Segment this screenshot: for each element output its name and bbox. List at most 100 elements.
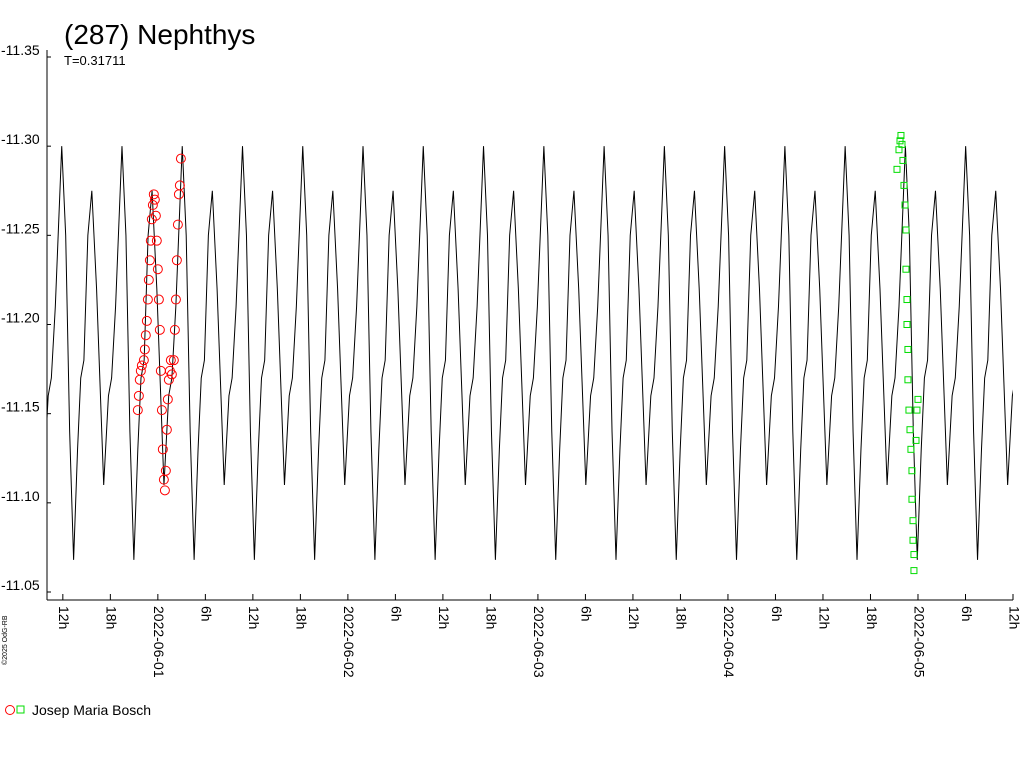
observation-point [898,140,906,148]
observation-point [170,294,181,305]
model-curve [47,146,1013,560]
observation-point [893,165,901,173]
observation-point [903,296,911,304]
observation-point [901,201,909,209]
observation-point [913,406,921,414]
legend-label: Josep Maria Bosch [32,702,151,718]
observation-point [157,444,168,455]
y-tick-label: -11.25 [1,220,40,236]
x-tick-label: 12h [1006,606,1022,629]
y-tick-label: -11.15 [1,399,40,415]
x-tick-label: 6h [199,606,215,622]
observation-point [169,324,180,335]
observation-point [896,137,904,145]
observation-point [141,315,152,326]
legend-marker-square [16,705,25,714]
observation-point [140,330,151,341]
observation-point [173,189,184,200]
chart-subtitle: T=0.31711 [64,53,126,68]
observation-point [143,274,154,285]
observation-point [161,424,172,435]
observation-point [160,465,171,476]
legend-marker-circle [5,705,15,715]
x-tick-label: 2022-06-01 [151,606,167,678]
x-tick-label: 18h [864,606,880,629]
x-tick-label: 2022-06-05 [911,606,927,678]
x-tick-label: 18h [294,606,310,629]
observation-point [909,536,917,544]
observation-point [903,321,911,328]
observation-point [171,255,182,266]
observation-point [168,355,179,366]
observation-point [159,485,170,496]
observation-point [907,445,915,453]
x-tick-label: 18h [484,606,500,629]
x-tick-label: 12h [436,606,452,629]
observation-point [142,294,153,305]
x-tick-label: 6h [769,606,785,622]
y-tick-label: -11.05 [1,577,40,593]
x-tick-label: 6h [389,606,405,622]
x-tick-label: 12h [626,606,642,629]
credit: ©2025 OdG-RB [1,615,9,665]
observation-point [910,551,918,559]
observation-point [133,390,144,401]
x-tick-label: 2022-06-03 [531,606,547,678]
observation-point [132,405,143,416]
observation-point [147,200,158,211]
observation-point [152,264,163,275]
observation-point [914,395,922,403]
observation-point [135,365,146,376]
observation-point [153,294,164,305]
observation-point [902,226,910,234]
x-tick-label: 2022-06-02 [341,606,357,678]
observation-point [149,194,160,205]
observation-point [909,517,917,525]
x-tick-label: 12h [246,606,262,629]
observation-point [166,369,177,380]
observation-point [905,406,913,414]
y-tick-label: -11.10 [1,488,40,504]
observation-point [899,156,907,164]
x-tick-label: 6h [579,606,595,622]
observation-point [904,345,912,353]
observation-point [904,376,912,384]
observation-point [151,235,162,246]
observation-point [906,426,914,434]
observation-point [136,360,147,371]
observation-point [148,189,159,200]
y-tick-label: -11.30 [1,131,40,147]
observation-point [155,365,166,376]
observation-point [910,567,918,575]
x-tick-label: 18h [104,606,120,629]
x-tick-label: 12h [56,606,72,629]
observation-point [172,219,183,230]
observation-point [908,467,916,475]
observation-point [165,355,176,366]
x-tick-label: 6h [959,606,975,622]
observation-point [897,131,905,139]
observation-point [175,153,186,164]
plot-area [47,131,1013,575]
observation-point [162,394,173,405]
y-tick-label: -11.20 [1,310,40,326]
observation-point [134,374,145,385]
observation-point [138,355,149,366]
observation-point [156,405,167,416]
observation-point [144,255,155,266]
y-tick-label: -11.35 [1,42,40,58]
x-tick-label: 12h [816,606,832,629]
x-tick-label: 2022-06-04 [721,606,737,678]
chart-title: (287) Nephthys [64,19,255,50]
observation-point [150,210,161,221]
observation-point [900,181,908,189]
observation-point [174,180,185,191]
observation-point [908,495,916,503]
observation-point [154,324,165,335]
observation-point [912,436,920,444]
observation-point [139,344,150,355]
observation-point [145,235,156,246]
x-tick-label: 18h [674,606,690,629]
observation-point [902,265,910,273]
